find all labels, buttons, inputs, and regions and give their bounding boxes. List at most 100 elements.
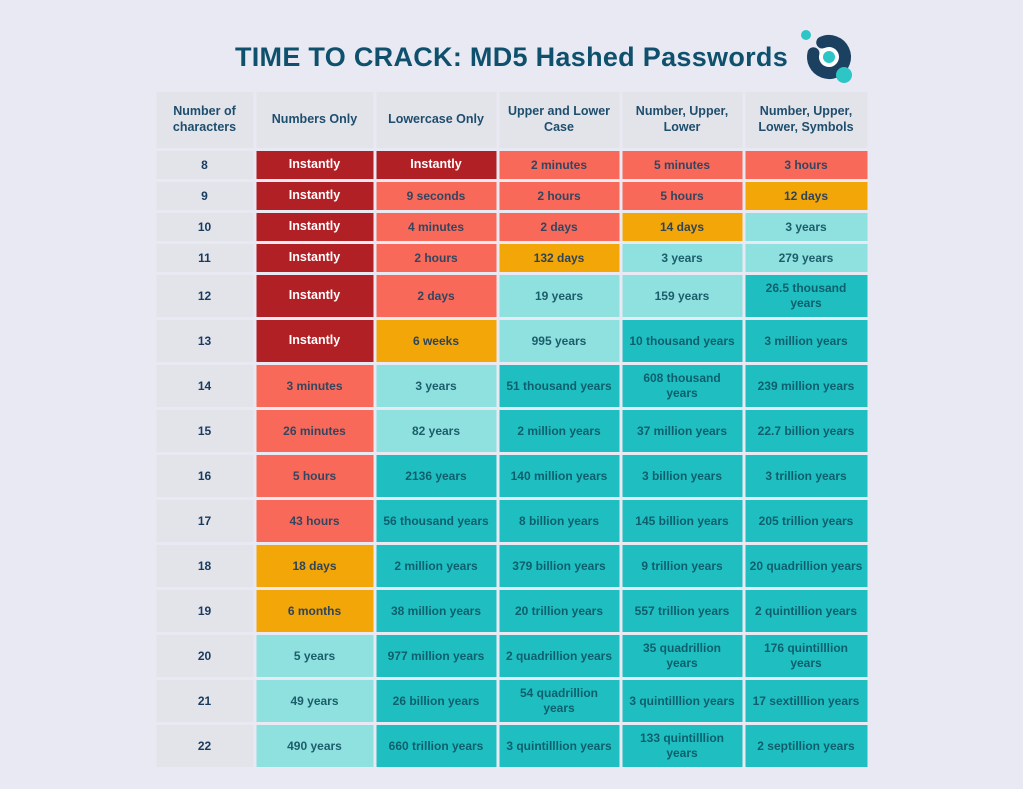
row-char-count: 11 <box>156 244 253 272</box>
row-char-count: 16 <box>156 455 253 497</box>
time-cell: 3 quintilllion years <box>622 680 742 722</box>
time-cell: 557 trillion years <box>622 590 742 632</box>
time-cell: 51 thousand years <box>499 365 619 407</box>
time-cell: 22.7 billion years <box>745 410 867 452</box>
time-cell: 279 years <box>745 244 867 272</box>
brand-orbit-logo <box>801 30 852 83</box>
time-cell: 38 million years <box>376 590 496 632</box>
time-cell: 3 years <box>622 244 742 272</box>
time-cell: Instantly <box>256 320 373 362</box>
time-cell: 2 days <box>376 275 496 317</box>
time-cell: 6 weeks <box>376 320 496 362</box>
time-cell: 379 billion years <box>499 545 619 587</box>
time-cell: 995 years <box>499 320 619 362</box>
time-cell: 4 minutes <box>376 213 496 241</box>
column-header: Number of characters <box>156 92 253 148</box>
time-cell: 26 billion years <box>376 680 496 722</box>
row-char-count: 17 <box>156 500 253 542</box>
time-cell: 19 years <box>499 275 619 317</box>
time-cell: 17 sextilllion years <box>745 680 867 722</box>
row-char-count: 14 <box>156 365 253 407</box>
time-cell: 3 years <box>376 365 496 407</box>
row-char-count: 15 <box>156 410 253 452</box>
time-cell: 3 million years <box>745 320 867 362</box>
time-cell: 26 minutes <box>256 410 373 452</box>
time-cell: Instantly <box>376 151 496 179</box>
time-cell: 5 hours <box>256 455 373 497</box>
time-cell: 239 million years <box>745 365 867 407</box>
time-cell: 8 billion years <box>499 500 619 542</box>
time-cell: Instantly <box>256 275 373 317</box>
time-cell: 2 hours <box>376 244 496 272</box>
time-cell: 43 hours <box>256 500 373 542</box>
time-cell: 145 billion years <box>622 500 742 542</box>
time-cell: 660 trillion years <box>376 725 496 767</box>
time-cell: 2 hours <box>499 182 619 210</box>
time-cell: 26.5 thousand years <box>745 275 867 317</box>
column-header: Upper and Lower Case <box>499 92 619 148</box>
time-cell: 82 years <box>376 410 496 452</box>
time-cell: 2 quintillion years <box>745 590 867 632</box>
time-cell: 3 billion years <box>622 455 742 497</box>
time-cell: 5 years <box>256 635 373 677</box>
column-header: Numbers Only <box>256 92 373 148</box>
time-cell: 132 days <box>499 244 619 272</box>
time-cell: 3 quintilllion years <box>499 725 619 767</box>
time-cell: 9 trillion years <box>622 545 742 587</box>
logo-ring <box>807 35 851 79</box>
time-cell: 2 million years <box>376 545 496 587</box>
row-char-count: 18 <box>156 545 253 587</box>
time-cell: 977 million years <box>376 635 496 677</box>
column-header: Lowercase Only <box>376 92 496 148</box>
time-cell: 5 hours <box>622 182 742 210</box>
row-char-count: 20 <box>156 635 253 677</box>
time-cell: 18 days <box>256 545 373 587</box>
column-header: Number, Upper, Lower <box>622 92 742 148</box>
time-cell: Instantly <box>256 213 373 241</box>
time-cell: 37 million years <box>622 410 742 452</box>
time-cell: 54 quadrillion years <box>499 680 619 722</box>
time-cell: 490 years <box>256 725 373 767</box>
time-cell: 56 thousand years <box>376 500 496 542</box>
time-cell: 3 hours <box>745 151 867 179</box>
time-cell: 2 quadrillion years <box>499 635 619 677</box>
row-char-count: 22 <box>156 725 253 767</box>
row-char-count: 9 <box>156 182 253 210</box>
time-cell: 20 trillion years <box>499 590 619 632</box>
row-char-count: 8 <box>156 151 253 179</box>
time-cell: 2 days <box>499 213 619 241</box>
time-cell: 133 quintilllion years <box>622 725 742 767</box>
row-char-count: 13 <box>156 320 253 362</box>
time-cell: 608 thousand years <box>622 365 742 407</box>
time-cell: 159 years <box>622 275 742 317</box>
time-cell: 12 days <box>745 182 867 210</box>
password-table: Number of characters Numbers Only Lowercas… <box>156 92 867 767</box>
row-char-count: 21 <box>156 680 253 722</box>
time-cell: 9 seconds <box>376 182 496 210</box>
time-cell: 2136 years <box>376 455 496 497</box>
logo-large-dot <box>836 67 852 83</box>
row-char-count: 19 <box>156 590 253 632</box>
time-cell: 140 million years <box>499 455 619 497</box>
row-char-count: 10 <box>156 213 253 241</box>
time-cell: 176 quintilllion years <box>745 635 867 677</box>
time-cell: 205 trillion years <box>745 500 867 542</box>
time-cell: 49 years <box>256 680 373 722</box>
row-char-count: 12 <box>156 275 253 317</box>
time-cell: 20 quadrillion years <box>745 545 867 587</box>
time-cell: 14 days <box>622 213 742 241</box>
time-cell: 6 months <box>256 590 373 632</box>
page-title: TIME TO CRACK: MD5 Hashed Passwords <box>234 42 789 72</box>
time-cell: 3 trillion years <box>745 455 867 497</box>
time-cell: Instantly <box>256 182 373 210</box>
time-cell: 35 quadrillion years <box>622 635 742 677</box>
header: TIME TO CRACK: MD5 Hashed Passwords <box>0 42 1023 73</box>
time-cell: 10 thousand years <box>622 320 742 362</box>
logo-core-dot <box>823 51 835 63</box>
logo-small-dot <box>801 30 811 40</box>
time-cell: Instantly <box>256 244 373 272</box>
time-cell: Instantly <box>256 151 373 179</box>
time-cell: 5 minutes <box>622 151 742 179</box>
column-header: Number, Upper, Lower, Symbols <box>745 92 867 148</box>
